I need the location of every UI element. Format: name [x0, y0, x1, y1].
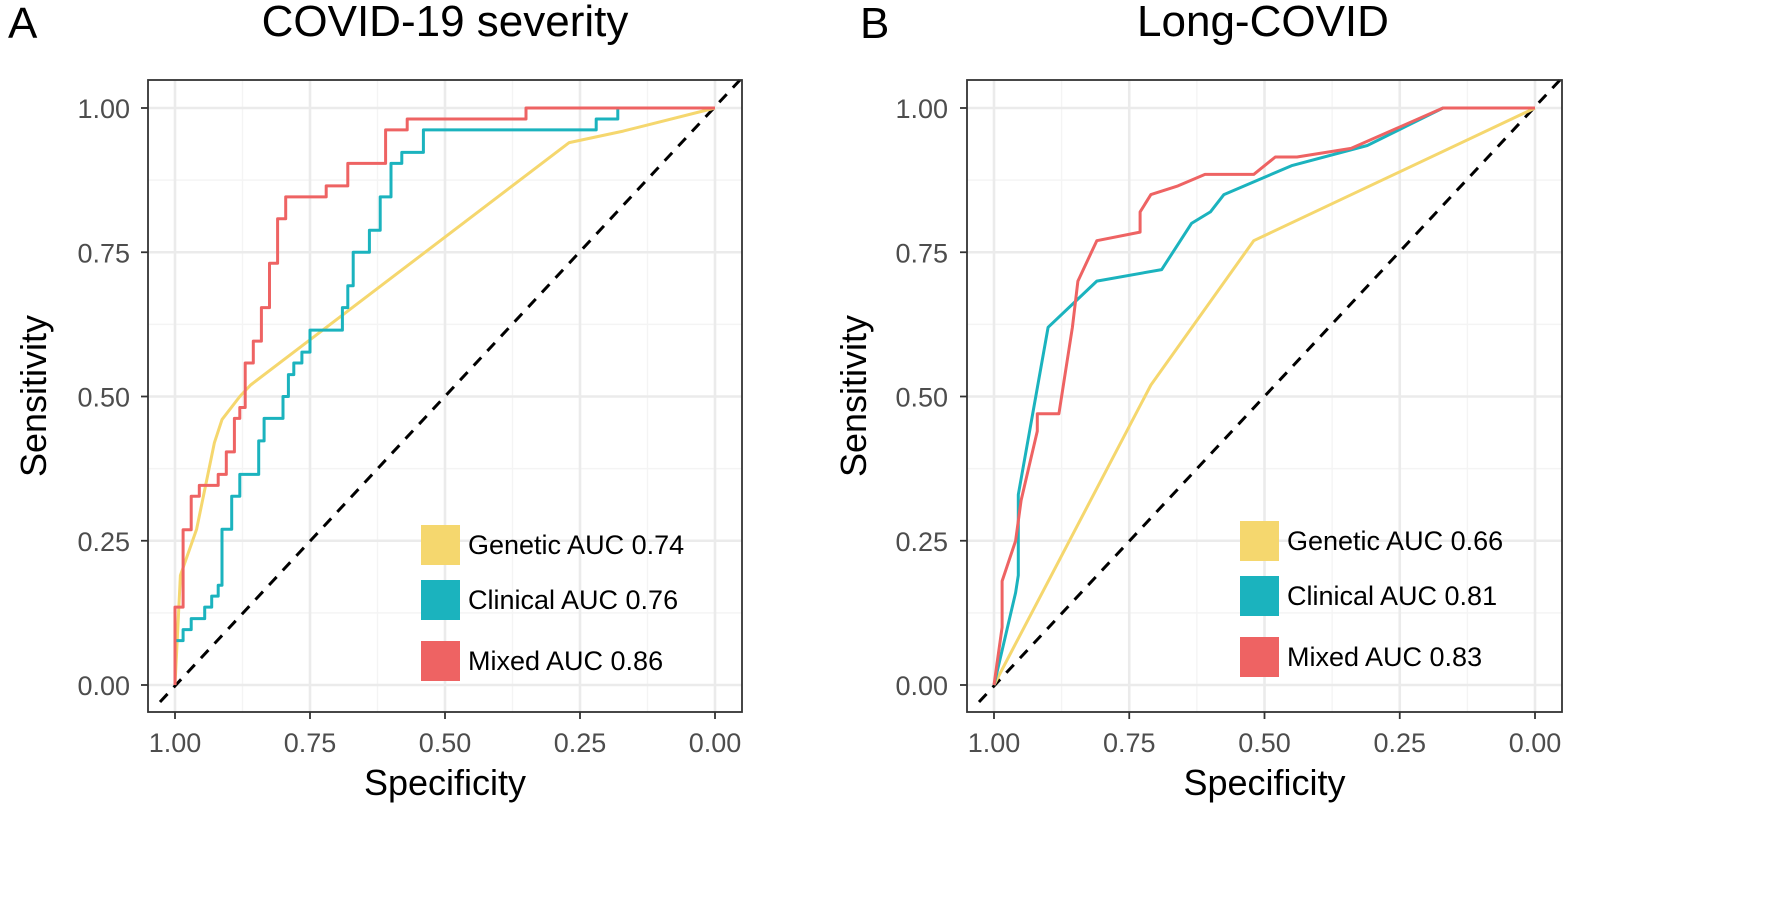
- roc-curve-genetic: [992, 106, 1536, 686]
- y-tick-label: 0.50: [77, 383, 130, 413]
- x-tick-label: 0.25: [554, 728, 607, 758]
- x-tick-label: 1.00: [149, 728, 202, 758]
- legend-swatch-clinical: [421, 580, 460, 620]
- x-tick-label: 0.75: [284, 728, 337, 758]
- legend-swatch-clinical: [1240, 576, 1279, 616]
- roc-curve-clinical: [992, 106, 1535, 686]
- y-tick-label: 1.00: [77, 94, 130, 124]
- roc-curve-mixed: [992, 106, 1535, 686]
- roc-curve-genetic: [173, 106, 716, 686]
- panel-title: Long-COVID: [1137, 0, 1389, 46]
- legend-label: Clinical AUC 0.76: [468, 585, 678, 615]
- x-tick-label: 0.00: [1509, 728, 1562, 758]
- panel-b: 0.00 0.25 0.50 0.75 1.00 1.00 0.75 0.50 0.25 0.00…: [833, 0, 1563, 803]
- x-tick-label: 0.50: [419, 728, 472, 758]
- roc-curve-mixed: [173, 106, 715, 685]
- panel-title: COVID-19 severity: [262, 0, 629, 46]
- panel-letter: A: [8, 0, 38, 48]
- legend-swatch-mixed: [1240, 637, 1279, 677]
- y-tick-label: 0.25: [77, 527, 130, 557]
- legend-swatch-genetic: [1240, 521, 1279, 561]
- x-tick-label: 1.00: [968, 728, 1021, 758]
- legend-label: Genetic AUC 0.66: [1287, 526, 1503, 556]
- y-tick-label: 0.25: [895, 527, 948, 557]
- x-tick-label: 0.00: [689, 728, 742, 758]
- y-tick-label: 1.00: [895, 94, 948, 124]
- legend-swatch-genetic: [421, 525, 460, 565]
- x-axis-title: Specificity: [1183, 762, 1345, 803]
- x-axis-title: Specificity: [364, 762, 526, 803]
- legend-label: Clinical AUC 0.81: [1287, 581, 1497, 611]
- reference-diagonal-line: [977, 78, 1562, 704]
- panel-letter: B: [860, 0, 889, 48]
- y-tick-label: 0.50: [895, 383, 948, 413]
- y-axis-title: Sensitivity: [13, 315, 54, 477]
- y-tick-label: 0.75: [895, 238, 948, 268]
- x-tick-label: 0.50: [1238, 728, 1291, 758]
- y-tick-label: 0.00: [77, 671, 130, 701]
- y-tick-label: 0.00: [895, 671, 948, 701]
- roc-curve-clinical: [173, 106, 715, 685]
- legend-label: Mixed AUC 0.83: [1287, 642, 1482, 672]
- x-tick-label: 0.25: [1373, 728, 1426, 758]
- reference-diagonal-line: [158, 78, 742, 704]
- legend-swatch-mixed: [421, 641, 460, 681]
- panel-a: 0.00 0.25 0.50 0.75 1.00 1.00 0.75 0.50 0.25 0.00…: [8, 0, 743, 803]
- legend-label: Genetic AUC 0.74: [468, 530, 684, 560]
- x-tick-label: 0.75: [1103, 728, 1156, 758]
- y-axis-title: Sensitivity: [833, 315, 874, 477]
- y-tick-label: 0.75: [77, 238, 130, 268]
- legend-label: Mixed AUC 0.86: [468, 646, 663, 676]
